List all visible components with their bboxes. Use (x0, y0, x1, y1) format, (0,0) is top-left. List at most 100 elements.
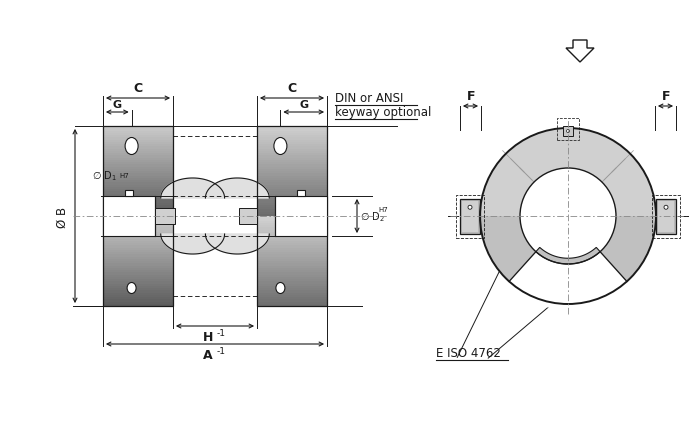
Polygon shape (103, 203, 173, 205)
Ellipse shape (566, 130, 570, 133)
Polygon shape (257, 237, 327, 239)
Bar (563, 127, 573, 137)
Polygon shape (257, 203, 327, 205)
Polygon shape (257, 185, 327, 187)
Polygon shape (103, 201, 173, 203)
Polygon shape (103, 149, 173, 151)
Polygon shape (103, 151, 173, 154)
Polygon shape (103, 187, 173, 190)
Polygon shape (257, 154, 327, 156)
Text: C: C (288, 82, 297, 95)
Polygon shape (257, 234, 327, 237)
Polygon shape (257, 259, 327, 261)
Polygon shape (103, 129, 173, 131)
Polygon shape (103, 293, 173, 295)
Polygon shape (257, 158, 327, 161)
Polygon shape (103, 226, 173, 228)
Polygon shape (257, 145, 327, 147)
Polygon shape (257, 288, 327, 291)
Polygon shape (257, 248, 327, 250)
Polygon shape (103, 295, 173, 297)
Polygon shape (103, 273, 173, 275)
Polygon shape (103, 176, 173, 178)
Polygon shape (257, 250, 327, 253)
Polygon shape (103, 299, 173, 302)
Polygon shape (257, 293, 327, 295)
Polygon shape (257, 136, 327, 138)
Polygon shape (103, 183, 173, 185)
Polygon shape (536, 248, 600, 264)
Polygon shape (257, 221, 327, 223)
Polygon shape (103, 212, 173, 214)
Polygon shape (257, 228, 327, 230)
Polygon shape (103, 279, 173, 282)
Polygon shape (257, 277, 327, 279)
Polygon shape (161, 179, 225, 198)
Ellipse shape (468, 206, 472, 210)
Text: H: H (202, 330, 213, 343)
Bar (557, 119, 579, 141)
Polygon shape (103, 169, 173, 171)
Polygon shape (103, 230, 173, 232)
Polygon shape (205, 179, 270, 198)
Polygon shape (103, 234, 173, 237)
Polygon shape (103, 171, 173, 174)
Polygon shape (257, 171, 327, 174)
Polygon shape (257, 257, 327, 259)
Polygon shape (103, 255, 173, 257)
Polygon shape (103, 228, 173, 230)
Polygon shape (103, 163, 173, 165)
Polygon shape (103, 127, 173, 129)
Polygon shape (257, 156, 327, 158)
Polygon shape (103, 142, 173, 145)
Bar (125, 191, 133, 197)
Polygon shape (257, 275, 327, 277)
Ellipse shape (127, 283, 136, 294)
FancyArrow shape (566, 41, 594, 63)
Ellipse shape (276, 283, 285, 294)
Text: H7: H7 (378, 207, 388, 213)
Polygon shape (103, 140, 173, 142)
Polygon shape (257, 165, 327, 167)
Polygon shape (257, 198, 327, 201)
Polygon shape (257, 261, 327, 263)
Bar (460, 199, 480, 234)
Polygon shape (103, 194, 173, 196)
Polygon shape (257, 270, 327, 273)
Bar (173, 127, 257, 306)
Polygon shape (103, 174, 173, 176)
Polygon shape (103, 190, 173, 192)
Polygon shape (103, 304, 173, 306)
Bar (103, 197, 155, 237)
Polygon shape (257, 253, 327, 255)
Polygon shape (257, 174, 327, 176)
Polygon shape (103, 288, 173, 291)
Polygon shape (257, 273, 327, 275)
Polygon shape (257, 207, 327, 210)
Polygon shape (103, 246, 173, 248)
Polygon shape (257, 282, 327, 284)
Polygon shape (257, 284, 327, 286)
Bar (297, 191, 305, 197)
Polygon shape (103, 253, 173, 255)
Polygon shape (257, 183, 327, 185)
Polygon shape (103, 266, 173, 268)
Polygon shape (257, 161, 327, 163)
Polygon shape (257, 169, 327, 171)
Polygon shape (257, 192, 327, 194)
Text: DIN or ANSI: DIN or ANSI (335, 92, 403, 105)
Text: C: C (134, 82, 143, 95)
Polygon shape (103, 147, 173, 149)
Polygon shape (257, 230, 327, 232)
Polygon shape (257, 131, 327, 133)
Bar (239, 208, 257, 224)
Polygon shape (103, 161, 173, 163)
Polygon shape (103, 185, 173, 187)
Wedge shape (480, 129, 656, 217)
Polygon shape (257, 232, 327, 234)
Polygon shape (103, 156, 173, 158)
Polygon shape (257, 295, 327, 297)
Polygon shape (103, 241, 173, 243)
Polygon shape (103, 282, 173, 284)
Bar (462, 201, 478, 232)
